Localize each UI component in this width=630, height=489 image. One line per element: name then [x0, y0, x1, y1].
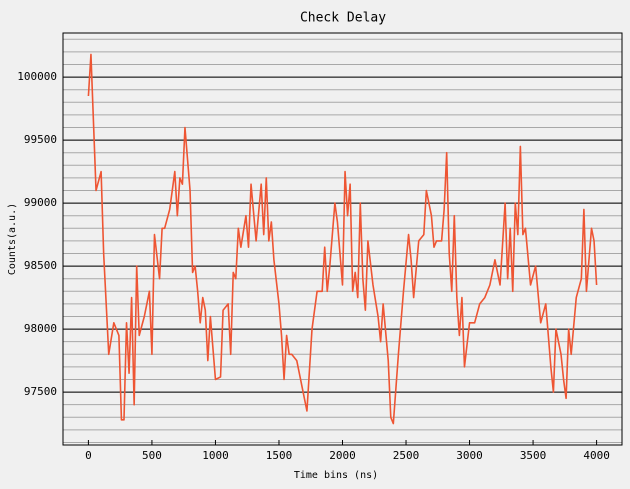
x-tick-label: 1000	[202, 449, 229, 462]
y-tick-label: 98000	[24, 322, 57, 335]
x-tick-label: 500	[142, 449, 162, 462]
y-tick-label: 99500	[24, 133, 57, 146]
data-line	[87, 53, 598, 425]
x-tick-label: 0	[85, 449, 92, 462]
x-tick-label: 2500	[393, 449, 420, 462]
x-tick-label: 1500	[266, 449, 293, 462]
x-tick-label: 3000	[456, 449, 483, 462]
y-axis-label: Counts(a.u.)	[7, 203, 18, 275]
x-tick-label: 4000	[583, 449, 610, 462]
y-tick-label: 98500	[24, 259, 57, 272]
y-tick-label: 99000	[24, 196, 57, 209]
y-tick-label: 100000	[17, 70, 57, 83]
chart-title: Check Delay	[300, 11, 386, 26]
y-tick-label: 97500	[24, 385, 57, 398]
plot-frame	[62, 32, 623, 446]
x-tick-label: 3500	[520, 449, 547, 462]
x-axis-label: Time bins (ns)	[294, 470, 378, 481]
x-tick-label: 2000	[329, 449, 356, 462]
